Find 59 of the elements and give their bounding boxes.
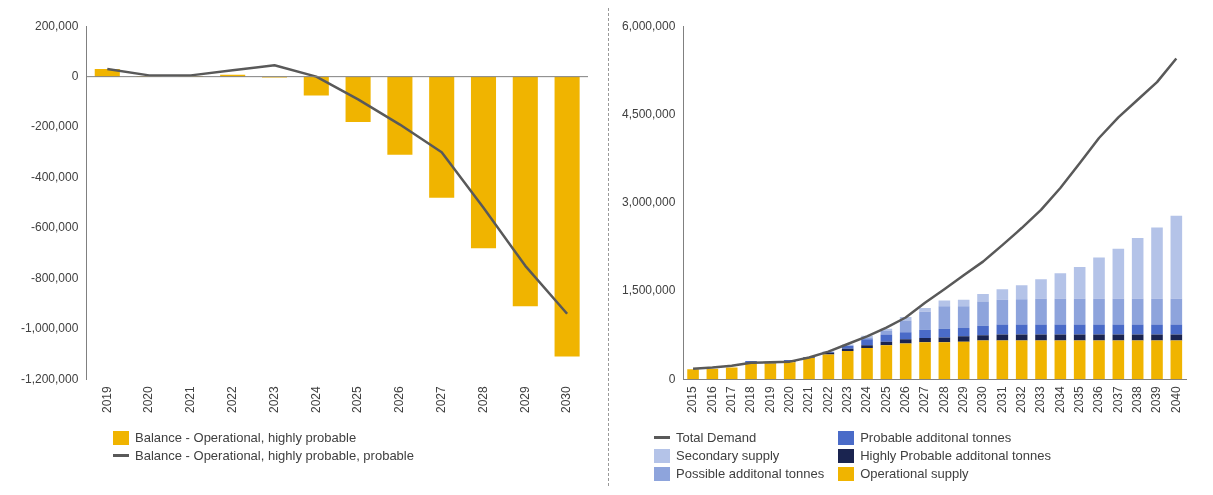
y-tick-label: 1,500,000 (621, 283, 676, 298)
y-tick-label: 200,000 (34, 18, 79, 33)
x-tick-label: 2031 (994, 385, 1009, 414)
legend-label: Highly Probable additonal tonnes (860, 448, 1051, 463)
x-tick-label: 2020 (782, 385, 797, 414)
x-tick-label: 2021 (183, 385, 198, 414)
legend-label: Secondary supply (676, 448, 780, 463)
x-tick-label: 2019 (99, 385, 114, 414)
y-tick-label: 4,500,000 (621, 106, 676, 121)
x-tick-label: 2029 (956, 385, 970, 414)
x-tick-label: 2026 (898, 385, 913, 414)
y-tick-label: -800,000 (31, 270, 79, 285)
x-tick-label: 2030 (975, 385, 990, 414)
x-tick-label: 2030 (559, 385, 574, 414)
x-tick-label: 2028 (475, 385, 490, 414)
y-tick-label: 0 (71, 68, 79, 83)
x-tick-label: 2035 (1071, 385, 1086, 414)
x-tick-label: 2027 (434, 385, 449, 414)
x-tick-label: 2040 (1168, 385, 1183, 414)
y-tick-label: -1,200,000 (20, 371, 79, 386)
legend-label: Operational supply (860, 466, 969, 481)
x-tick-label: 2032 (1014, 385, 1028, 414)
y-tick-label: -400,000 (31, 169, 79, 184)
x-tick-label: 2022 (225, 385, 239, 414)
x-tick-label: 2023 (840, 385, 855, 414)
x-tick-label: 2018 (743, 385, 758, 414)
x-tick-label: 2024 (859, 385, 874, 414)
y-tick-label: 0 (668, 371, 676, 386)
x-tick-label: 2024 (308, 385, 323, 414)
x-tick-label: 2039 (1149, 385, 1164, 414)
x-tick-label: 2025 (878, 385, 893, 414)
legend-label: Balance - Operational, highly probable, probable (135, 448, 414, 463)
legend-label: Balance - Operational, highly probable (135, 430, 357, 445)
legend-label: Possible additonal tonnes (676, 466, 825, 481)
x-tick-label: 2025 (350, 385, 365, 414)
x-tick-label: 2021 (801, 385, 816, 414)
y-tick-label: -600,000 (31, 220, 79, 235)
x-tick-label: 2033 (1033, 385, 1048, 414)
x-tick-label: 2016 (704, 385, 719, 414)
x-tick-label: 2022 (820, 385, 835, 414)
x-tick-label: 2019 (762, 385, 777, 414)
x-tick-label: 2015 (685, 385, 700, 414)
x-tick-label: 2036 (1091, 385, 1106, 414)
y-tick-label: 3,000,000 (621, 195, 676, 210)
x-tick-label: 2017 (724, 385, 739, 414)
y-tick-label: -1,000,000 (20, 321, 79, 336)
y-tick-label: 6,000,000 (621, 18, 676, 33)
x-tick-label: 2023 (266, 385, 281, 414)
x-tick-label: 2026 (392, 385, 407, 414)
legend-label: Probable additonal tonnes (860, 430, 1012, 445)
x-tick-label: 2029 (517, 385, 532, 414)
x-tick-label: 2038 (1129, 385, 1144, 414)
x-tick-label: 2034 (1052, 385, 1067, 414)
y-tick-label: -200,000 (31, 119, 79, 134)
x-tick-label: 2028 (936, 385, 951, 414)
x-tick-label: 2027 (917, 385, 932, 414)
legend-label: Total Demand (676, 430, 757, 445)
x-tick-label: 2037 (1110, 385, 1125, 414)
x-tick-label: 2020 (141, 385, 156, 414)
